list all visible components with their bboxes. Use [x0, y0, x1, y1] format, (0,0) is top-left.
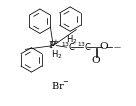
Text: H$_2$: H$_2$ [51, 48, 63, 61]
Text: Br$^{-}$: Br$^{-}$ [51, 80, 70, 91]
Text: O: O [91, 56, 100, 65]
Text: P: P [48, 41, 55, 50]
Text: $^{13}$C: $^{13}$C [61, 41, 77, 53]
Text: +: + [52, 39, 58, 45]
Text: H$_2$: H$_2$ [67, 33, 78, 46]
Text: O: O [100, 42, 108, 51]
Text: —: — [114, 44, 121, 50]
Text: $^{13}$C: $^{13}$C [77, 41, 93, 53]
